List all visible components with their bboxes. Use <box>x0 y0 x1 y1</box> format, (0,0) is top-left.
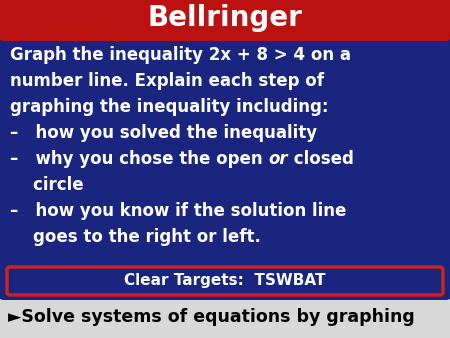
FancyBboxPatch shape <box>0 0 450 41</box>
Text: Bellringer: Bellringer <box>148 4 302 32</box>
Text: circle: circle <box>10 176 84 194</box>
Text: closed: closed <box>288 150 354 168</box>
Text: –   why you chose the open: – why you chose the open <box>10 150 268 168</box>
Text: –   how you know if the solution line: – how you know if the solution line <box>10 202 346 220</box>
Text: –   how you solved the inequality: – how you solved the inequality <box>10 124 317 142</box>
Text: ►Solve systems of equations by graphing: ►Solve systems of equations by graphing <box>8 308 415 326</box>
Text: Graph the inequality 2x + 8 > 4 on a: Graph the inequality 2x + 8 > 4 on a <box>10 46 351 64</box>
FancyBboxPatch shape <box>7 267 443 295</box>
Bar <box>0 296 450 338</box>
Text: number line. Explain each step of: number line. Explain each step of <box>10 72 324 90</box>
Text: or: or <box>268 150 288 168</box>
FancyBboxPatch shape <box>0 32 450 300</box>
Text: goes to the right or left.: goes to the right or left. <box>10 228 261 246</box>
Text: Clear Targets:  TSWBAT: Clear Targets: TSWBAT <box>124 273 326 289</box>
Text: graphing the inequality including:: graphing the inequality including: <box>10 98 328 116</box>
